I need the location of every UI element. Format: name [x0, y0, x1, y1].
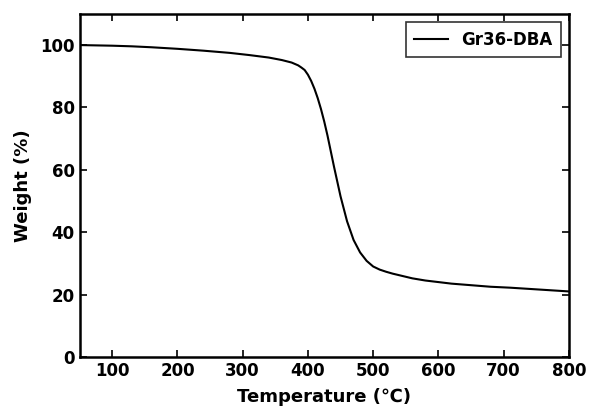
Gr36-DBA — [331, 164, 338, 169]
Gr36-DBA — [245, 52, 253, 58]
X-axis label: Temperature (℃): Temperature (℃) — [237, 388, 411, 406]
Gr36-DBA — [320, 119, 328, 124]
Gr36-DBA — [356, 250, 364, 255]
Gr36-DBA — [370, 264, 377, 269]
Line: Gr36-DBA: Gr36-DBA — [80, 45, 569, 291]
Gr36-DBA — [343, 219, 350, 224]
Gr36-DBA — [506, 285, 514, 290]
Y-axis label: Weight (%): Weight (%) — [14, 129, 32, 242]
Gr36-DBA — [174, 46, 181, 51]
Gr36-DBA — [128, 44, 136, 49]
Legend: Gr36-DBA: Gr36-DBA — [406, 22, 560, 57]
Gr36-DBA — [278, 58, 286, 63]
Gr36-DBA — [311, 86, 318, 91]
Gr36-DBA — [314, 96, 321, 101]
Gr36-DBA — [265, 55, 272, 60]
Gr36-DBA — [324, 133, 331, 138]
Gr36-DBA — [565, 289, 572, 294]
Gr36-DBA — [298, 65, 305, 70]
Gr36-DBA — [487, 284, 494, 289]
Gr36-DBA — [337, 194, 344, 199]
Gr36-DBA — [383, 269, 390, 274]
Gr36-DBA — [545, 288, 553, 293]
Gr36-DBA — [327, 149, 334, 154]
Gr36-DBA — [402, 274, 409, 279]
Gr36-DBA — [317, 107, 325, 112]
Gr36-DBA — [422, 278, 429, 283]
Gr36-DBA — [288, 60, 295, 65]
Gr36-DBA — [76, 42, 83, 47]
Gr36-DBA — [448, 281, 455, 286]
Gr36-DBA — [226, 50, 233, 55]
Gr36-DBA — [389, 271, 397, 276]
Gr36-DBA — [350, 237, 357, 242]
Gr36-DBA — [526, 286, 533, 291]
Gr36-DBA — [301, 68, 308, 73]
Gr36-DBA — [92, 43, 100, 48]
Gr36-DBA — [109, 43, 116, 48]
Gr36-DBA — [376, 267, 383, 272]
Gr36-DBA — [435, 280, 442, 285]
Gr36-DBA — [304, 72, 311, 77]
Gr36-DBA — [395, 273, 403, 278]
Gr36-DBA — [467, 283, 475, 288]
Gr36-DBA — [200, 48, 207, 53]
Gr36-DBA — [148, 45, 155, 50]
Gr36-DBA — [409, 276, 416, 281]
Gr36-DBA — [308, 79, 315, 84]
Gr36-DBA — [363, 258, 370, 263]
Gr36-DBA — [295, 63, 302, 68]
